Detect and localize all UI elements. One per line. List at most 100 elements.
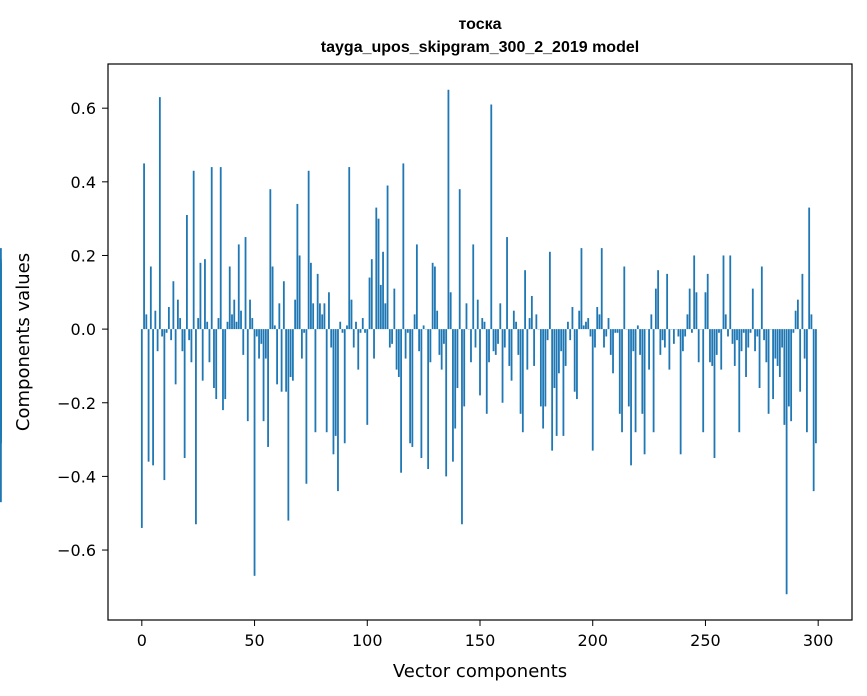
bar-10 (163, 329, 166, 481)
bar-267 (742, 329, 745, 333)
bar-221 (639, 329, 641, 355)
bar-193 (576, 329, 578, 400)
bar-8 (158, 97, 161, 330)
bar-130 (434, 266, 436, 330)
bar-189 (567, 321, 569, 330)
bar-144 (465, 303, 468, 330)
bar-146 (470, 329, 472, 363)
bar-49 (251, 318, 254, 330)
bar-111 (391, 329, 393, 344)
y-tick-label: 0.4 (71, 173, 96, 192)
bar-236 (672, 329, 675, 344)
bar-34 (217, 318, 220, 330)
bar-261 (729, 255, 732, 330)
x-tick-label: 50 (244, 631, 264, 650)
bar-264 (736, 329, 738, 341)
bar-288 (790, 329, 793, 422)
bar-97 (359, 329, 362, 333)
bar-137 (449, 292, 452, 330)
bar-170 (524, 270, 526, 330)
bar-262 (731, 329, 734, 344)
bar-184 (555, 329, 558, 436)
bar-118 (406, 329, 409, 333)
bar-81 (323, 303, 326, 330)
bar-30 (208, 329, 211, 363)
bar-213 (621, 329, 623, 433)
bar-265 (738, 329, 741, 433)
bar-196 (582, 325, 585, 330)
bar-179 (544, 329, 547, 407)
bar-131 (436, 310, 439, 330)
bar-70 (298, 255, 301, 330)
x-tick-label: 0 (137, 631, 147, 650)
bar-247 (697, 329, 700, 363)
bar-24 (195, 329, 197, 525)
bar-282 (776, 329, 779, 366)
bar-296 (808, 207, 811, 330)
bar-4 (149, 266, 152, 330)
bar-21 (188, 329, 191, 341)
x-tick-label: 200 (577, 631, 608, 650)
bar-44 (240, 310, 242, 330)
bar-238 (677, 329, 680, 337)
bar-154 (488, 329, 490, 363)
chart-title: тоска (459, 16, 502, 33)
bar-209 (612, 329, 614, 374)
bar-165 (512, 310, 515, 330)
bar-20 (186, 214, 188, 330)
bar-15 (174, 329, 177, 385)
bar-117 (404, 329, 407, 359)
bar-45 (242, 329, 245, 355)
bar-218 (632, 329, 635, 352)
bar-3 (147, 329, 150, 462)
bar-17 (179, 318, 182, 330)
bar-40 (231, 314, 233, 330)
bar-28 (204, 259, 206, 330)
bar-65 (287, 329, 290, 521)
bar-263 (733, 329, 736, 366)
bar-105 (377, 218, 380, 330)
bar-185 (558, 329, 560, 374)
bar-228 (654, 288, 657, 330)
bar-148 (474, 329, 477, 348)
bar-75 (310, 262, 312, 330)
bar-127 (427, 329, 430, 470)
bar-260 (727, 329, 729, 337)
bar-57 (269, 189, 272, 330)
bar-9 (161, 329, 164, 337)
bar-undefined (0, 259, 2, 330)
bar-276 (763, 329, 765, 341)
bar-136 (447, 89, 450, 330)
bar-18 (181, 329, 184, 352)
bar-169 (521, 329, 524, 433)
bar-112 (393, 288, 396, 330)
bar-95 (355, 321, 357, 330)
bar-36 (222, 329, 224, 411)
bar-74 (307, 170, 310, 330)
bar-227 (652, 329, 655, 433)
y-tick-label: −0.4 (57, 467, 96, 486)
bar-259 (724, 314, 727, 330)
bars-group (0, 89, 817, 595)
bar-239 (679, 329, 682, 455)
bar-256 (718, 329, 720, 333)
bar-200 (591, 329, 594, 451)
bar-43 (237, 244, 240, 330)
bar-19 (183, 329, 186, 458)
bar-23 (192, 170, 195, 330)
bar-183 (553, 329, 556, 389)
bar-151 (481, 318, 484, 330)
bar-226 (650, 314, 653, 330)
bar-47 (246, 329, 249, 422)
bar-255 (715, 329, 718, 355)
bar-91 (346, 325, 348, 330)
bar-290 (794, 310, 797, 330)
bar-86 (334, 329, 337, 436)
bar-225 (648, 329, 650, 370)
bar-60 (276, 329, 278, 385)
bar-291 (796, 299, 799, 330)
y-tick-label: 0.6 (71, 99, 96, 118)
y-axis-label: Components values (13, 253, 34, 431)
bar-149 (476, 299, 479, 330)
x-tick-label: 150 (465, 631, 496, 650)
